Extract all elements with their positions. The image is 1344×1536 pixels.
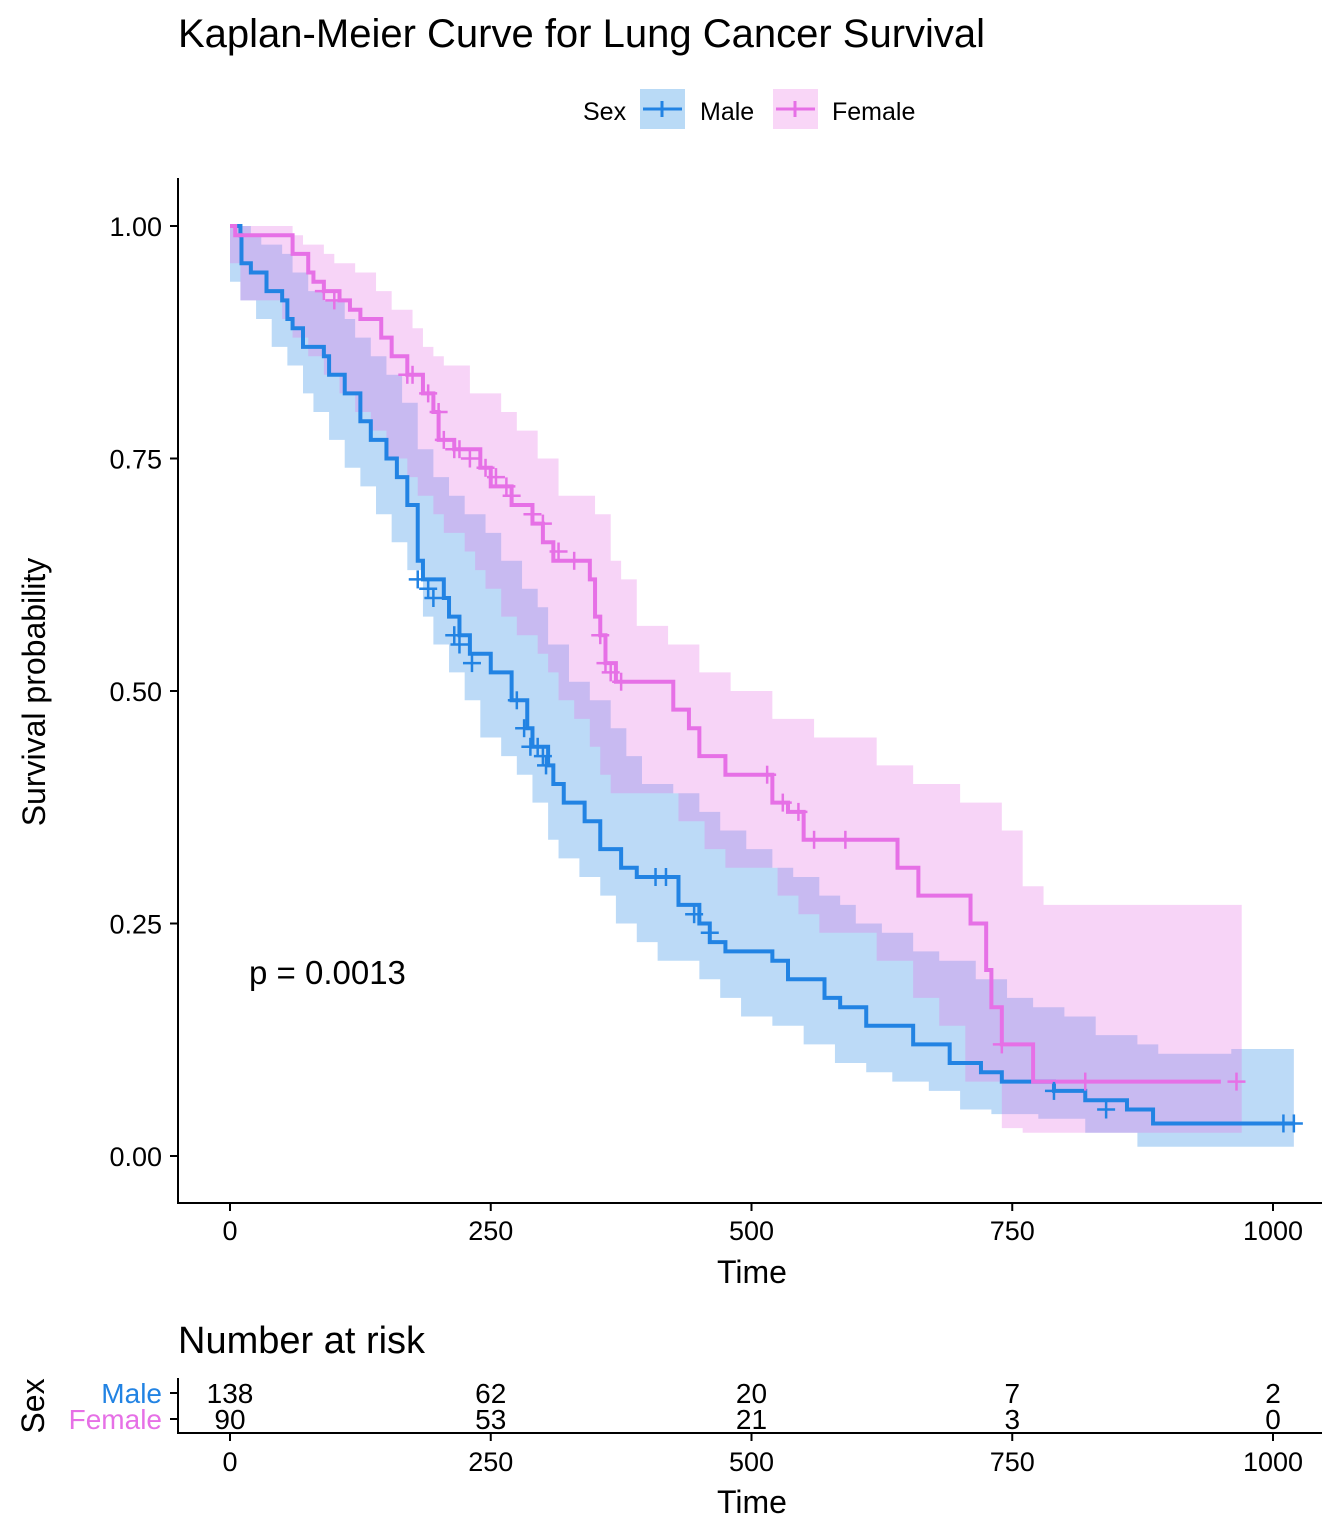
- censor-mark-female: [314, 282, 333, 301]
- y-tick-label: 0.50: [109, 677, 162, 707]
- risk-table-title: Number at risk: [178, 1320, 426, 1362]
- x-tick-label: 0: [222, 1216, 237, 1246]
- risk-count-male: 20: [736, 1378, 767, 1409]
- risk-x-axis-ticks: 0 250 500 750 1000: [222, 1433, 1303, 1477]
- x-tick-label: 1000: [1243, 1216, 1303, 1246]
- ci-band-female: [230, 226, 1242, 1133]
- censor-mark-male: [450, 635, 469, 654]
- censor-mark-female: [836, 830, 855, 849]
- censor-mark-female: [497, 477, 516, 496]
- censor-mark-female: [476, 458, 495, 477]
- x-tick-label: 500: [729, 1216, 774, 1246]
- censor-mark-male: [408, 570, 427, 589]
- p-value-label: p = 0.0013: [249, 954, 406, 991]
- censor-mark-male: [507, 691, 526, 710]
- y-tick-label: 0.25: [109, 910, 162, 940]
- censor-mark-female: [523, 505, 542, 524]
- censor-mark-male: [1284, 1114, 1303, 1133]
- censor-mark-female: [992, 1035, 1011, 1054]
- survival-curve-female: [230, 224, 1221, 1084]
- legend-title: Sex: [583, 98, 627, 126]
- legend-label-female: Female: [832, 98, 915, 126]
- legend-label-male: Male: [700, 98, 754, 126]
- censor-mark-female: [805, 830, 824, 849]
- censor-mark-female: [434, 430, 453, 449]
- censor-mark-female: [1076, 1072, 1095, 1091]
- risk-count-female: 90: [214, 1404, 245, 1435]
- chart-title: Kaplan-Meier Curve for Lung Cancer Survi…: [178, 12, 985, 56]
- risk-table: Number at risk Sex Male 138 62 20 7 2 Female 90…: [15, 1320, 1322, 1520]
- censor-mark-female: [612, 672, 631, 691]
- risk-x-tick-label: 500: [729, 1447, 774, 1477]
- censor-mark-male: [528, 737, 547, 756]
- censor-mark-male: [515, 719, 534, 738]
- risk-row-label-male: Male: [101, 1378, 162, 1409]
- legend: Sex Male Female: [583, 89, 915, 129]
- risk-row-label-female: Female: [69, 1404, 162, 1435]
- censor-mark-female: [533, 514, 552, 533]
- censor-mark-female: [502, 486, 521, 505]
- risk-x-tick-label: 750: [990, 1447, 1035, 1477]
- censor-mark-male: [685, 905, 704, 924]
- x-tick-label: 250: [468, 1216, 513, 1246]
- censor-mark-male: [533, 747, 552, 766]
- censor-mark-female: [403, 365, 422, 384]
- risk-count-female: 3: [1004, 1404, 1020, 1435]
- plot-area: 0.00 0.25 0.50 0.75 1.00 0 250 500 750 1000: [109, 178, 1322, 1246]
- confidence-bands: [230, 226, 1294, 1147]
- censor-mark-female: [591, 626, 610, 645]
- legend-key-male: [640, 89, 685, 129]
- censor-mark-male: [700, 923, 719, 942]
- y-tick-label: 0.00: [109, 1142, 162, 1172]
- risk-x-tick-label: 1000: [1243, 1447, 1303, 1477]
- censor-mark-female: [596, 654, 615, 673]
- censor-mark-female: [549, 542, 568, 561]
- censor-mark-female: [601, 663, 620, 682]
- risk-x-tick-label: 0: [222, 1447, 237, 1477]
- censor-mark-female: [429, 403, 448, 421]
- y-axis-ticks: 0.00 0.25 0.50 0.75 1.00: [109, 212, 178, 1172]
- censor-mark-male: [1097, 1100, 1116, 1119]
- censor-mark-female: [789, 802, 808, 821]
- censor-mark-male: [424, 589, 443, 607]
- censor-mark-female: [450, 440, 469, 459]
- risk-x-axis-label: Time: [717, 1484, 787, 1520]
- censor-mark-female: [1227, 1072, 1246, 1091]
- censor-mark-male: [537, 756, 556, 775]
- risk-count-female: 0: [1265, 1404, 1281, 1435]
- censor-mark-female: [758, 765, 777, 784]
- risk-table-rows: Male 138 62 20 7 2 Female 90 53 21 3 0: [69, 1378, 1281, 1435]
- risk-count-female: 53: [475, 1404, 506, 1435]
- censor-mark-female: [565, 551, 584, 570]
- legend-key-female: [773, 89, 818, 129]
- ci-band-male: [230, 226, 1294, 1147]
- censor-mark-male: [462, 654, 481, 673]
- censor-mark-female: [325, 291, 344, 310]
- x-tick-label: 750: [990, 1216, 1035, 1246]
- risk-x-tick-label: 250: [468, 1447, 513, 1477]
- censor-mark-female: [419, 384, 438, 403]
- risk-count-male: 138: [207, 1378, 254, 1409]
- x-axis-ticks: 0 250 500 750 1000: [222, 1203, 1303, 1246]
- censor-mark-male: [419, 579, 438, 598]
- censor-marks: [314, 282, 1303, 1133]
- censor-mark-female: [486, 468, 505, 487]
- risk-count-male: 2: [1265, 1378, 1281, 1409]
- y-tick-label: 0.75: [109, 445, 162, 475]
- risk-count-female: 21: [736, 1404, 767, 1435]
- censor-mark-male: [1044, 1081, 1063, 1100]
- y-tick-label: 1.00: [109, 212, 162, 242]
- x-axis-label: Time: [717, 1254, 787, 1290]
- risk-count-male: 7: [1004, 1378, 1020, 1409]
- censor-mark-male: [656, 868, 675, 886]
- risk-count-male: 62: [475, 1378, 506, 1409]
- y-axis-label: Survival probability: [16, 558, 52, 827]
- censor-mark-female: [773, 793, 792, 812]
- censor-mark-female: [460, 449, 479, 468]
- risk-table-ylabel: Sex: [15, 1378, 51, 1433]
- censor-mark-male: [445, 626, 464, 645]
